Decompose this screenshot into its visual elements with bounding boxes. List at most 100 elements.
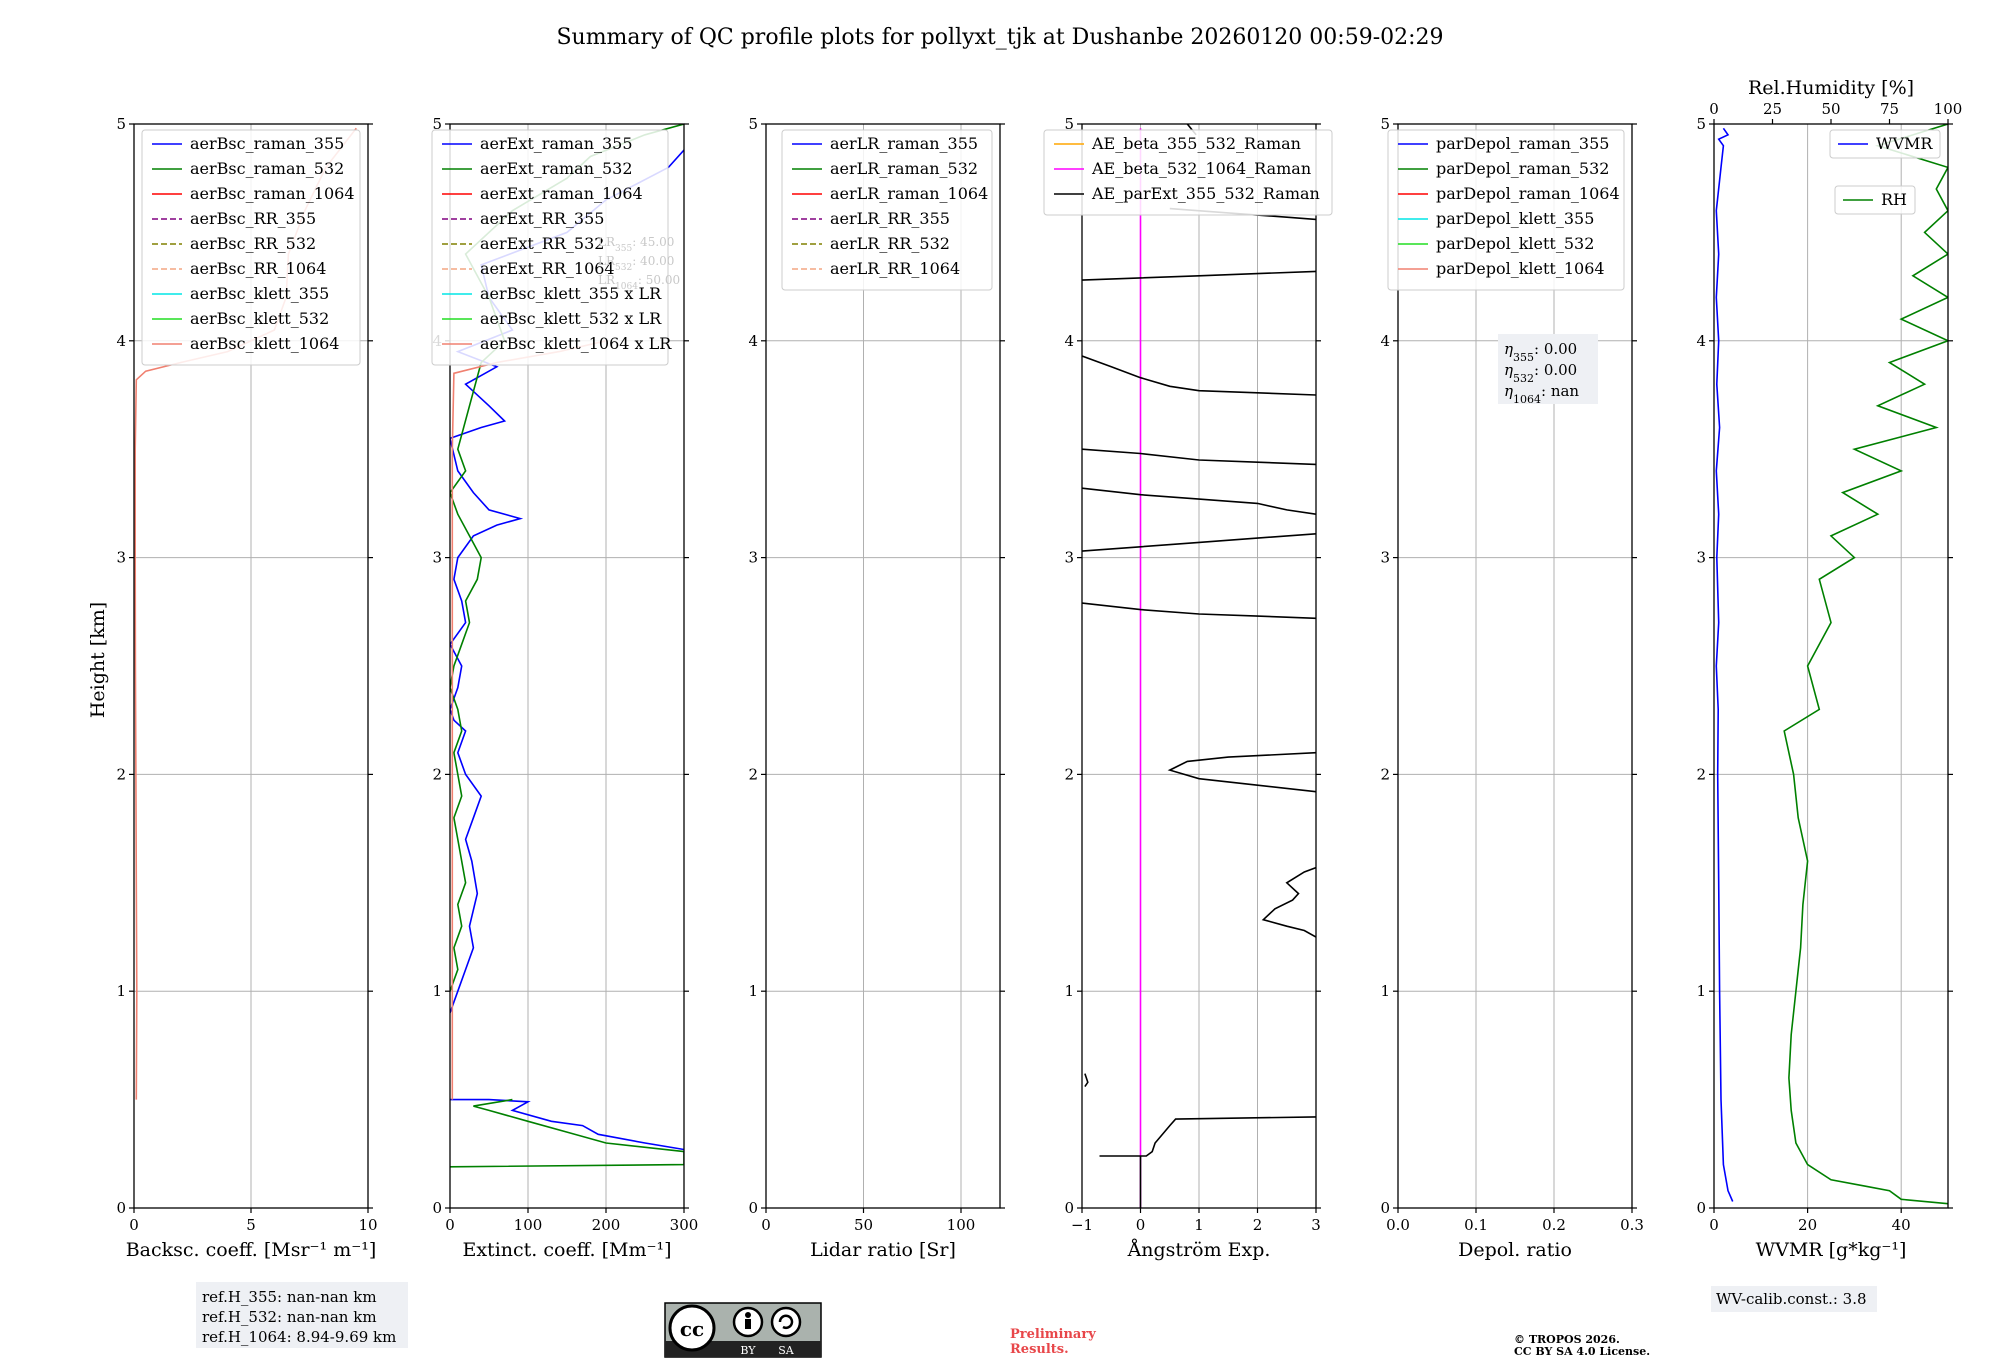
series-line-AE_parExt_355_532_Raman [1261, 866, 1316, 938]
legend-entry: aerExt_RR_532 [480, 234, 604, 253]
y-tick-label: 5 [432, 115, 442, 133]
y-tick-label: 1 [748, 982, 758, 1000]
x-tick-label: 100 [947, 1216, 976, 1234]
figure-title: Summary of QC profile plots for pollyxt_… [556, 25, 1443, 50]
axes-frame [1397, 123, 1633, 1209]
series-line-AE_parExt_355_532_Raman [1082, 602, 1316, 620]
series-line-RH [1783, 124, 1948, 1205]
legend-box-WVMR [1829, 129, 1941, 159]
y-tick-label: 4 [1380, 332, 1390, 350]
y-tick-label: 3 [1696, 549, 1706, 567]
x-tick-label: 200 [592, 1216, 621, 1234]
x-tick-label: 0.3 [1620, 1216, 1644, 1234]
legend-entry: aerBsc_RR_355 [190, 209, 316, 228]
series-group-ae [1082, 124, 1316, 1208]
y-tick-label: 2 [1380, 765, 1390, 783]
legend-entry: aerExt_raman_1064 [480, 184, 643, 203]
x-tick-label: 1 [1194, 1216, 1204, 1234]
x-tick-label: 0 [1709, 1216, 1719, 1234]
legend-entry: aerBsc_klett_355 [190, 284, 329, 303]
panel-ext: 0123450100200300Extinct. coeff. [Mm⁻¹]ae… [431, 115, 699, 1261]
lr-annotation: LR355: 45.00 [598, 235, 674, 254]
y-tick-label: 2 [1064, 765, 1074, 783]
axes-frame [765, 123, 1001, 1209]
top-x-tick-label: 25 [1763, 100, 1782, 118]
legend-entry: parDepol_klett_532 [1436, 234, 1594, 253]
eta-value: η532: 0.00 [1504, 361, 1577, 385]
series-line-aerExt_raman_355_low [450, 1098, 684, 1151]
y-tick-label: 0 [1064, 1199, 1074, 1217]
x-tick-label: 5 [246, 1216, 256, 1234]
top-x-tick-label: 50 [1821, 100, 1840, 118]
legend-entry: aerBsc_raman_355 [190, 134, 344, 153]
x-tick-label: 0 [129, 1216, 139, 1234]
lr-annotation: LR532: 40.00 [598, 254, 674, 273]
legend-entry: aerExt_raman_355 [480, 134, 633, 153]
eta-box [1498, 334, 1598, 404]
y-tick-label: 1 [1380, 982, 1390, 1000]
y-tick-label: 5 [116, 115, 126, 133]
x-tick-label: 2 [1253, 1216, 1263, 1234]
series-line-AE_parExt_355_532_Raman [1099, 1116, 1316, 1157]
series-line-AE_parExt_355_532_Raman [1082, 533, 1316, 552]
by-person-body [745, 1319, 751, 1329]
x-axis-label-lr: Lidar ratio [Sr] [810, 1239, 956, 1261]
x-tick-label: 0.1 [1464, 1216, 1488, 1234]
legend-entry: aerLR_RR_355 [830, 209, 950, 228]
y-tick-label: 4 [1064, 332, 1074, 350]
series-line-AE_parExt_355_532_Raman [1082, 487, 1316, 515]
x-tick-label: 300 [670, 1216, 699, 1234]
legend-box-ae [1043, 129, 1333, 216]
sa-loop-arrow [778, 1314, 794, 1329]
x-axis-label-wv: WVMR [g*kg⁻¹] [1756, 1239, 1907, 1261]
legend-entry: aerExt_raman_532 [480, 159, 633, 178]
series-line-aerBsc_klett_1064 x LR [451, 340, 607, 1100]
x-tick-label: 0.2 [1542, 1216, 1566, 1234]
y-tick-label: 4 [748, 332, 758, 350]
legend-entry: parDepol_raman_355 [1436, 134, 1609, 153]
y-tick-label: 3 [116, 549, 126, 567]
legend-entry: aerBsc_klett_1064 x LR [480, 334, 672, 353]
series-line-AE_parExt_355_532_Raman [1167, 751, 1316, 793]
y-tick-label: 3 [432, 549, 442, 567]
legend-entry: aerExt_RR_1064 [480, 259, 615, 278]
top-axis-label: Rel.Humidity [%] [1748, 77, 1914, 99]
y-tick-label: 0 [1380, 1199, 1390, 1217]
refh-532: ref.H_532: nan-nan km [202, 1308, 377, 1326]
y-tick-label: 1 [1696, 982, 1706, 1000]
preliminary-line-1: Preliminary [1010, 1327, 1096, 1342]
x-tick-label: 100 [514, 1216, 543, 1234]
x-tick-label: 0 [445, 1216, 455, 1234]
legend-entry: aerLR_raman_355 [830, 134, 978, 153]
x-tick-label: 0.0 [1386, 1216, 1410, 1234]
x-axis-label-ae: Ångström Exp. [1127, 1239, 1271, 1261]
series-line-AE_parExt_355_532_Raman [1082, 448, 1316, 466]
top-x-tick-label: 0 [1709, 100, 1719, 118]
legend-box-bsc [141, 129, 361, 366]
legend-entry: parDepol_klett_1064 [1436, 259, 1605, 278]
y-tick-label: 5 [1380, 115, 1390, 133]
x-axis-label-ext: Extinct. coeff. [Mm⁻¹] [462, 1239, 671, 1261]
legend-entry: parDepol_raman_1064 [1436, 184, 1620, 203]
x-axis-label-depol: Depol. ratio [1458, 1239, 1572, 1261]
x-tick-label: 20 [1798, 1216, 1817, 1234]
series-group-wv [1715, 124, 1948, 1205]
eta-value: η355: 0.00 [1504, 340, 1577, 364]
wv-calib-box-bg [1711, 1286, 1877, 1312]
x-tick-label: 0 [761, 1216, 771, 1234]
cc-by-label: BY [740, 1344, 756, 1357]
y-tick-label: 0 [748, 1199, 758, 1217]
y-tick-label: 3 [1064, 549, 1074, 567]
series-line-AE_parExt_355_532_Raman [1082, 355, 1316, 396]
legend-entry: RH [1881, 190, 1907, 209]
legend-box-depol [1387, 129, 1625, 291]
refh-355: ref.H_355: nan-nan km [202, 1288, 377, 1306]
y-tick-label: 2 [748, 765, 758, 783]
y-tick-label: 2 [1696, 765, 1706, 783]
legend-entry: aerLR_raman_1064 [830, 184, 988, 203]
legend-entry: aerBsc_klett_1064 [190, 334, 339, 353]
cc-sa-label: SA [778, 1344, 795, 1357]
